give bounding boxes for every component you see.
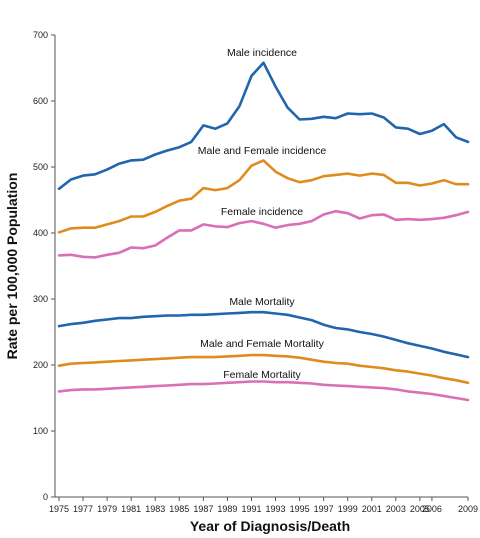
y-tick-label: 300	[33, 294, 48, 304]
x-tick-label: 1999	[338, 504, 358, 514]
y-tick-label: 600	[33, 96, 48, 106]
series-line-male-incidence	[57, 61, 470, 191]
y-tick-label: 500	[33, 162, 48, 172]
x-tick-label: 1997	[314, 504, 334, 514]
x-tick-label: 2003	[386, 504, 406, 514]
y-tick-label: 0	[43, 492, 48, 502]
x-tick-label: 2009	[458, 504, 478, 514]
series-line-female-mortality	[57, 380, 470, 402]
x-tick-label: 1991	[241, 504, 261, 514]
series-line-male-and-female-incidence	[57, 159, 470, 234]
series-lines	[57, 61, 470, 402]
y-tick-label: 700	[33, 30, 48, 40]
x-tick-label: 1987	[193, 504, 213, 514]
x-tick-label: 2005	[410, 504, 430, 514]
x-tick-label: 1995	[290, 504, 310, 514]
x-axis-title: Year of Diagnosis/Death	[190, 518, 350, 534]
y-tick-label: 100	[33, 426, 48, 436]
x-tick-label: 2006	[422, 504, 442, 514]
x-tick-label: 1989	[217, 504, 237, 514]
y-ticks: 0 100 200 300 400 500 600 700	[33, 30, 55, 502]
series-labels: Male incidence Male and Female incidence F…	[198, 47, 327, 381]
series-label: Female Mortality	[223, 369, 301, 381]
series-label: Male and Female incidence	[198, 145, 327, 157]
series-line-male-mortality	[57, 310, 470, 359]
axes	[54, 35, 468, 498]
x-tick-label: 1979	[97, 504, 117, 514]
series-label: Female incidence	[221, 206, 303, 218]
x-tick-label: 1981	[121, 504, 141, 514]
series-line-male-and-female-mortality	[57, 353, 470, 385]
x-tick-label: 1985	[169, 504, 189, 514]
x-tick-label: 1983	[145, 504, 165, 514]
x-tick-label: 1975	[49, 504, 69, 514]
series-label: Male Mortality	[229, 296, 295, 308]
y-tick-label: 400	[33, 228, 48, 238]
series-line-female-incidence	[57, 209, 470, 259]
y-axis-title: Rate per 100,000 Population	[4, 173, 20, 360]
x-ticks: 1975 1977 1979 1981 1983 1985 1987 1989 1991 1993…	[49, 497, 478, 514]
series-label: Male incidence	[227, 47, 297, 59]
x-tick-label: 1977	[73, 504, 93, 514]
x-tick-label: 2001	[362, 504, 382, 514]
series-label: Male and Female Mortality	[200, 338, 324, 350]
y-tick-label: 200	[33, 360, 48, 370]
x-tick-label: 1993	[266, 504, 286, 514]
